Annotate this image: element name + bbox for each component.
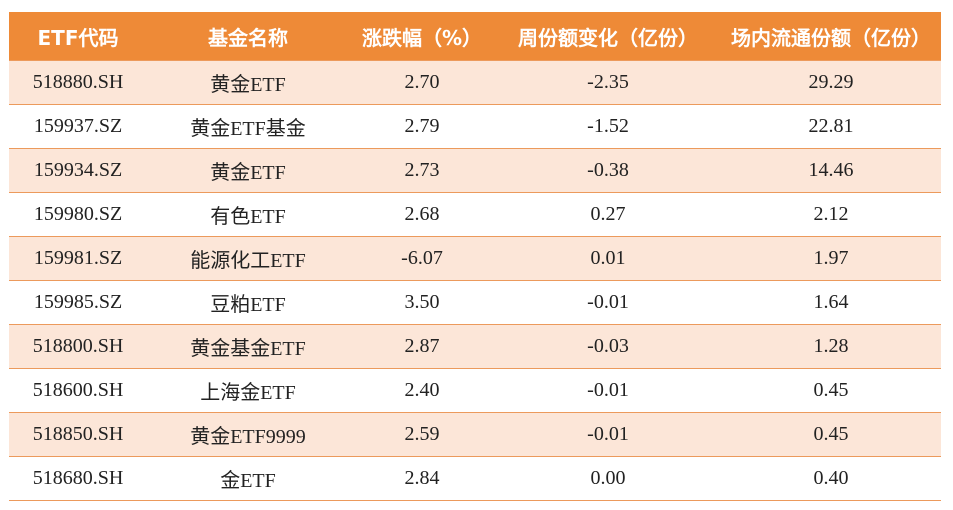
cell-name: 上海金ETF	[147, 368, 349, 413]
cell-code: 518680.SH	[9, 456, 147, 501]
cell-code: 518800.SH	[9, 324, 147, 369]
table-row: 159934.SZ 黄金ETF 2.73 -0.38 14.46	[9, 148, 941, 193]
cell-share-change: 0.00	[495, 456, 721, 501]
table-body: 518880.SH 黄金ETF 2.70 -2.35 29.29 159937.…	[9, 60, 941, 501]
cell-name: 金ETF	[147, 456, 349, 501]
cell-change: 2.73	[349, 148, 495, 193]
cell-code: 518850.SH	[9, 412, 147, 457]
cell-code: 159981.SZ	[9, 236, 147, 281]
cell-float-share: 0.45	[721, 412, 941, 457]
cell-change: 2.40	[349, 368, 495, 413]
cell-share-change: -0.38	[495, 148, 721, 193]
cell-float-share: 0.40	[721, 456, 941, 501]
table-row: 159981.SZ 能源化工ETF -6.07 0.01 1.97	[9, 236, 941, 281]
cell-share-change: 0.27	[495, 192, 721, 237]
column-header-share-change: 周份额变化（亿份）	[495, 12, 721, 61]
cell-change: 2.87	[349, 324, 495, 369]
cell-float-share: 14.46	[721, 148, 941, 193]
cell-float-share: 22.81	[721, 104, 941, 149]
header-row: ETF代码 基金名称 涨跌幅（%） 周份额变化（亿份） 场内流通份额（亿份）	[9, 12, 941, 61]
cell-share-change: -0.01	[495, 368, 721, 413]
cell-float-share: 2.12	[721, 192, 941, 237]
column-header-change: 涨跌幅（%）	[349, 12, 495, 61]
cell-name: 豆粕ETF	[147, 280, 349, 325]
cell-name: 能源化工ETF	[147, 236, 349, 281]
cell-code: 159985.SZ	[9, 280, 147, 325]
table-row: 159980.SZ 有色ETF 2.68 0.27 2.12	[9, 192, 941, 237]
cell-code: 518600.SH	[9, 368, 147, 413]
cell-name: 有色ETF	[147, 192, 349, 237]
cell-code: 159934.SZ	[9, 148, 147, 193]
column-header-code: ETF代码	[9, 12, 147, 61]
cell-share-change: -0.01	[495, 412, 721, 457]
cell-float-share: 29.29	[721, 60, 941, 105]
cell-share-change: -0.01	[495, 280, 721, 325]
cell-share-change: -0.03	[495, 324, 721, 369]
cell-share-change: 0.01	[495, 236, 721, 281]
cell-code: 518880.SH	[9, 60, 147, 105]
table-row: 518680.SH 金ETF 2.84 0.00 0.40	[9, 456, 941, 501]
cell-float-share: 0.45	[721, 368, 941, 413]
cell-share-change: -2.35	[495, 60, 721, 105]
cell-name: 黄金ETF9999	[147, 412, 349, 457]
table-row: 518800.SH 黄金基金ETF 2.87 -0.03 1.28	[9, 324, 941, 369]
cell-name: 黄金ETF	[147, 60, 349, 105]
cell-name: 黄金ETF基金	[147, 104, 349, 149]
etf-table: ETF代码 基金名称 涨跌幅（%） 周份额变化（亿份） 场内流通份额（亿份） 5…	[9, 12, 941, 501]
column-header-float-share: 场内流通份额（亿份）	[721, 12, 941, 61]
cell-float-share: 1.28	[721, 324, 941, 369]
cell-float-share: 1.97	[721, 236, 941, 281]
cell-code: 159980.SZ	[9, 192, 147, 237]
cell-name: 黄金基金ETF	[147, 324, 349, 369]
cell-change: 2.84	[349, 456, 495, 501]
cell-change: -6.07	[349, 236, 495, 281]
cell-change: 2.79	[349, 104, 495, 149]
cell-share-change: -1.52	[495, 104, 721, 149]
table-row: 518880.SH 黄金ETF 2.70 -2.35 29.29	[9, 60, 941, 105]
table-row: 518850.SH 黄金ETF9999 2.59 -0.01 0.45	[9, 412, 941, 457]
cell-change: 2.70	[349, 60, 495, 105]
cell-code: 159937.SZ	[9, 104, 147, 149]
cell-name: 黄金ETF	[147, 148, 349, 193]
cell-change: 3.50	[349, 280, 495, 325]
cell-change: 2.68	[349, 192, 495, 237]
column-header-name: 基金名称	[147, 12, 349, 61]
table-row: 518600.SH 上海金ETF 2.40 -0.01 0.45	[9, 368, 941, 413]
table-header: ETF代码 基金名称 涨跌幅（%） 周份额变化（亿份） 场内流通份额（亿份）	[9, 12, 941, 61]
cell-float-share: 1.64	[721, 280, 941, 325]
cell-change: 2.59	[349, 412, 495, 457]
table-row: 159985.SZ 豆粕ETF 3.50 -0.01 1.64	[9, 280, 941, 325]
table-row: 159937.SZ 黄金ETF基金 2.79 -1.52 22.81	[9, 104, 941, 149]
